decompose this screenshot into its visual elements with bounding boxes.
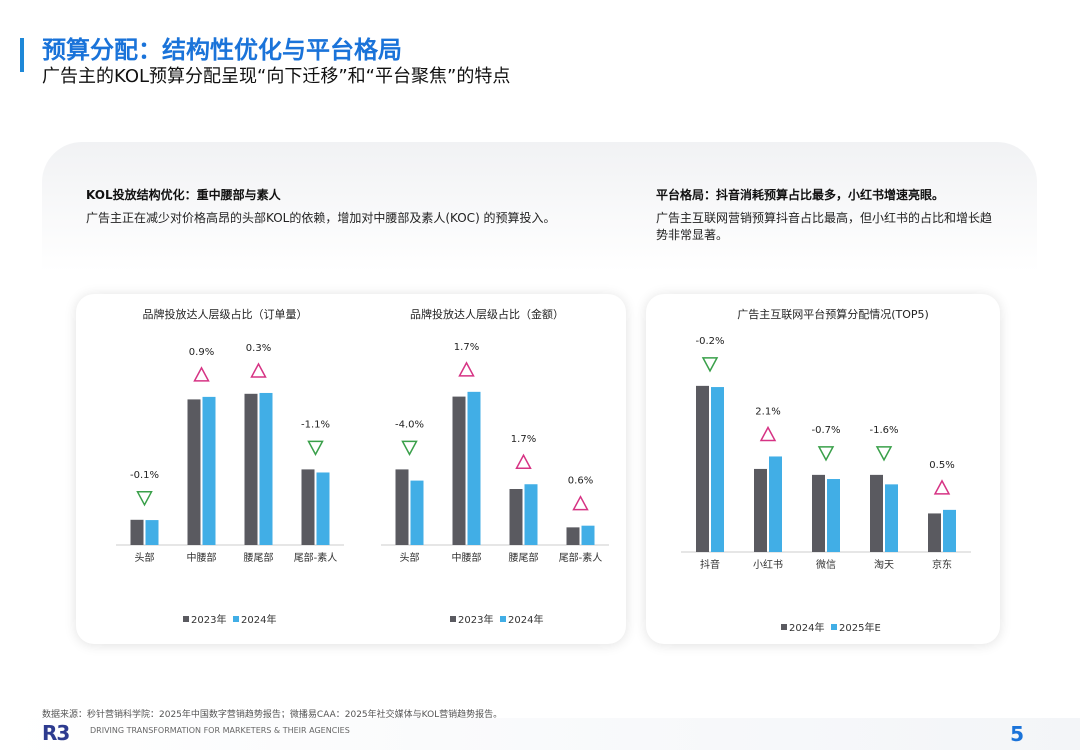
legend-label: 2024年 bbox=[241, 613, 276, 626]
bar-2024年 bbox=[259, 392, 273, 545]
change-down-triangle bbox=[875, 446, 893, 462]
legend-label: 2025年E bbox=[839, 621, 881, 634]
legend-swatch-2024年 bbox=[500, 616, 506, 622]
change-down-triangle bbox=[307, 440, 324, 456]
page-title: 预算分配：结构性优化与平台格局 bbox=[42, 36, 402, 64]
data-source-note: 数据来源：秒针营销科学院：2025年中国数字营销趋势报告；微播易CAA：2025… bbox=[42, 710, 503, 720]
legend-swatch-2025年E bbox=[831, 624, 837, 630]
page-number: 5 bbox=[1010, 722, 1024, 746]
bar-2024年 bbox=[524, 484, 538, 545]
right-section-heading: 平台格局：抖音消耗预算占比最多，小红书增速亮眼。 bbox=[656, 188, 945, 202]
change-up-triangle bbox=[515, 453, 532, 469]
bar-2025年E bbox=[711, 387, 724, 552]
bar-2023年 bbox=[452, 396, 466, 545]
bar-2024年 bbox=[581, 525, 595, 545]
x-tick-label: 小红书 bbox=[753, 558, 783, 571]
bar-2025年E bbox=[769, 456, 782, 552]
x-tick-label: 淘天 bbox=[874, 558, 894, 571]
chart-spend-amount: 品牌投放达人层级占比（金额） 头部 -4.0% 中腰部 1.7% 腰尾部 1.7% 尾部-素人… bbox=[381, 307, 609, 626]
change-down-triangle bbox=[817, 446, 835, 462]
change-label: -1.1% bbox=[301, 419, 330, 430]
intro-band bbox=[42, 142, 1037, 272]
bar-2024年 bbox=[410, 480, 424, 545]
change-label: -0.1% bbox=[130, 470, 159, 481]
legend-swatch-2024年 bbox=[781, 624, 787, 630]
chart-platform-budget: 广告主互联网平台预算分配情况(TOP5) 抖音 -0.2% 小红书 2.1% 微信 -0.7… bbox=[681, 307, 971, 634]
bar-2023年 bbox=[130, 519, 144, 545]
change-label: 0.5% bbox=[929, 460, 954, 471]
chart-title: 品牌投放达人层级占比（金额） bbox=[410, 307, 564, 321]
change-label: -0.7% bbox=[811, 425, 840, 436]
change-up-triangle bbox=[458, 361, 475, 377]
bar-2024年 bbox=[754, 468, 767, 552]
x-tick-label: 尾部-素人 bbox=[559, 551, 603, 564]
x-tick-label: 腰尾部 bbox=[244, 551, 274, 564]
x-tick-label: 尾部-素人 bbox=[294, 551, 338, 564]
change-label: 1.7% bbox=[511, 434, 536, 445]
bar-2024年 bbox=[467, 391, 481, 545]
bar-2025年E bbox=[885, 484, 898, 552]
change-down-triangle bbox=[136, 491, 153, 507]
title-accent-bar bbox=[20, 38, 24, 72]
change-up-triangle bbox=[250, 362, 267, 378]
bar-2024年 bbox=[928, 513, 941, 552]
x-tick-label: 头部 bbox=[135, 551, 155, 564]
legend-label: 2024年 bbox=[508, 613, 543, 626]
bar-2024年 bbox=[812, 474, 825, 552]
chart-order-volume: 品牌投放达人层级占比（订单量） 头部 -0.1% 中腰部 0.9% 腰尾部 0.3% 尾部-素… bbox=[116, 307, 344, 626]
bar-2025年E bbox=[827, 479, 840, 552]
legend-swatch-2023年 bbox=[183, 616, 189, 622]
right-section-desc: 广告主互联网营销预算抖音占比最高，但小红书的占比和增长趋势非常显著。 bbox=[656, 211, 993, 242]
legend-label: 2023年 bbox=[191, 613, 226, 626]
bar-2023年 bbox=[244, 393, 258, 545]
bar-2024年 bbox=[145, 520, 159, 545]
left-section-heading: KOL投放结构优化：重中腰部与素人 bbox=[86, 188, 281, 202]
chart-title: 广告主互联网平台预算分配情况(TOP5) bbox=[737, 307, 929, 321]
footer-tagline: DRIVING TRANSFORMATION FOR MARKETERS & T… bbox=[90, 726, 350, 735]
bar-2025年E bbox=[943, 509, 956, 552]
bar-2024年 bbox=[870, 474, 883, 552]
bar-2023年 bbox=[187, 399, 201, 545]
change-label: -4.0% bbox=[395, 419, 424, 430]
change-down-triangle bbox=[401, 440, 418, 456]
bar-2024年 bbox=[696, 385, 709, 552]
legend-label: 2023年 bbox=[458, 613, 493, 626]
change-up-triangle bbox=[933, 479, 951, 495]
bar-2023年 bbox=[566, 527, 580, 545]
change-up-triangle bbox=[193, 366, 210, 382]
x-tick-label: 微信 bbox=[816, 558, 836, 571]
change-label: 0.9% bbox=[189, 347, 214, 358]
change-label: 1.7% bbox=[454, 342, 479, 353]
x-tick-label: 中腰部 bbox=[187, 551, 217, 564]
tier-charts-card bbox=[76, 294, 626, 644]
legend-swatch-2024年 bbox=[233, 616, 239, 622]
change-up-triangle bbox=[759, 425, 777, 442]
bar-2023年 bbox=[301, 469, 315, 545]
footer-strip bbox=[0, 718, 1080, 750]
bar-2023年 bbox=[509, 489, 523, 545]
x-tick-label: 头部 bbox=[400, 551, 420, 564]
page-subtitle: 广告主的KOL预算分配呈现“向下迁移”和“平台聚焦”的特点 bbox=[42, 66, 511, 87]
x-tick-label: 抖音 bbox=[700, 558, 720, 571]
legend-label: 2024年 bbox=[789, 621, 824, 634]
change-label: 2.1% bbox=[755, 406, 780, 417]
change-label: -0.2% bbox=[695, 336, 724, 347]
bar-2024年 bbox=[316, 472, 330, 545]
left-section-desc: 广告主正在减少对价格高昂的头部KOL的依赖，增加对中腰部及素人(KOC) 的预算… bbox=[86, 211, 556, 225]
change-up-triangle bbox=[572, 495, 589, 511]
x-tick-label: 京东 bbox=[932, 558, 952, 571]
x-tick-label: 腰尾部 bbox=[509, 551, 539, 564]
change-down-triangle bbox=[701, 357, 719, 373]
change-label: 0.3% bbox=[246, 343, 271, 354]
x-tick-label: 中腰部 bbox=[452, 551, 482, 564]
bar-2023年 bbox=[395, 469, 409, 545]
change-label: 0.6% bbox=[568, 476, 593, 487]
change-label: -1.6% bbox=[869, 425, 898, 436]
r3-logo: R3 bbox=[42, 721, 70, 745]
legend-swatch-2023年 bbox=[450, 616, 456, 622]
chart-title: 品牌投放达人层级占比（订单量） bbox=[143, 307, 308, 321]
bar-2024年 bbox=[202, 396, 216, 545]
